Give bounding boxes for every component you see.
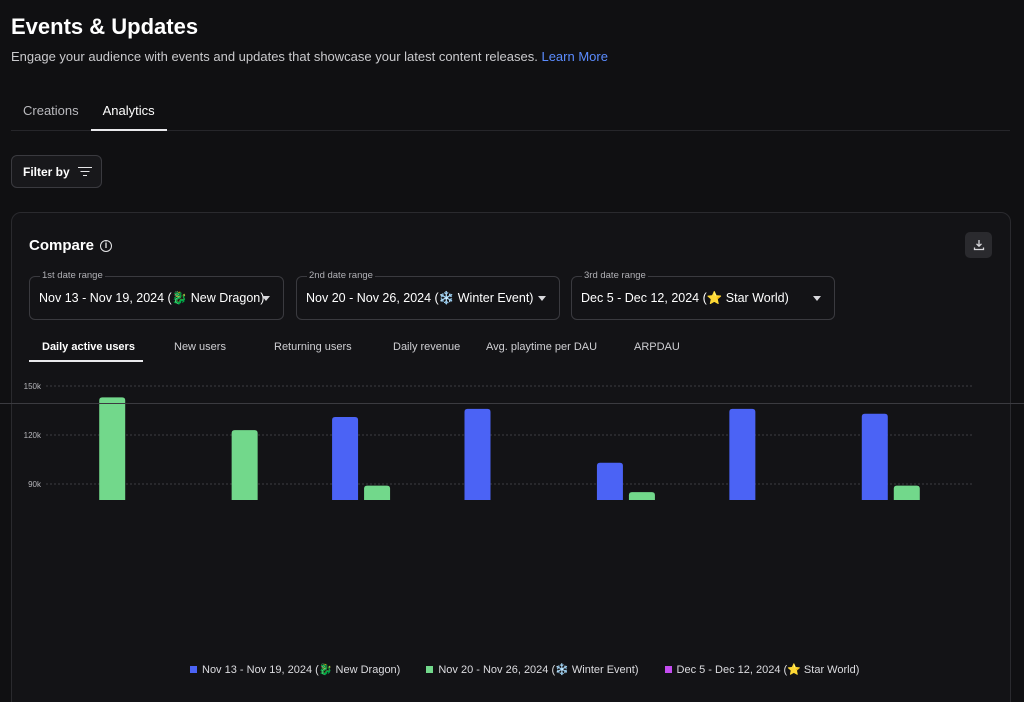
date-range-2-select[interactable]: 2nd date range Nov 20 - Nov 26, 2024 (❄️… bbox=[296, 270, 560, 320]
window-divider-line bbox=[0, 403, 1024, 404]
filter-button[interactable]: Filter by bbox=[11, 155, 102, 188]
date-range-1-value: Nov 13 - Nov 19, 2024 (🐉 New Dragon) bbox=[39, 291, 265, 305]
tab-creations[interactable]: Creations bbox=[23, 103, 79, 118]
chevron-down-icon bbox=[262, 296, 270, 301]
legend-swatch-1 bbox=[190, 666, 197, 673]
y-tick-label: 90k bbox=[28, 480, 42, 489]
y-tick-label: 150k bbox=[24, 382, 42, 391]
legend-label-1: Nov 13 - Nov 19, 2024 (🐉 New Dragon) bbox=[202, 664, 401, 676]
bar-series-1 bbox=[596, 462, 623, 500]
tab-analytics[interactable]: Analytics bbox=[90, 96, 167, 131]
bar-series-1 bbox=[729, 408, 756, 500]
metric-tab-returning-users[interactable]: Returning users bbox=[274, 341, 352, 353]
legend-item-series-2[interactable]: Nov 20 - Nov 26, 2024 (❄️ Winter Event) bbox=[426, 663, 639, 676]
date-range-1-label: 1st date range bbox=[40, 270, 105, 281]
chart-legend: Nov 13 - Nov 19, 2024 (🐉 New Dragon) Nov… bbox=[190, 663, 859, 676]
legend-label-2: Nov 20 - Nov 26, 2024 (❄️ Winter Event) bbox=[438, 664, 639, 676]
page-tabs: Creations Analytics bbox=[11, 96, 1010, 131]
date-range-2-value: Nov 20 - Nov 26, 2024 (❄️ Winter Event) bbox=[306, 291, 534, 305]
metric-tab-daily-revenue[interactable]: Daily revenue bbox=[393, 341, 461, 353]
bar-series-1 bbox=[861, 413, 888, 500]
compare-title: Compare bbox=[29, 237, 95, 254]
bar-series-2 bbox=[231, 430, 258, 500]
chevron-down-icon bbox=[813, 296, 821, 301]
bar-chart: 30k60k90k120k150kDay 1Day 2Day 3Day 4Day… bbox=[24, 382, 973, 500]
legend-swatch-2 bbox=[426, 666, 434, 673]
bar-series-2 bbox=[628, 492, 655, 500]
metric-tab-avg-playtime[interactable]: Avg. playtime per DAU bbox=[486, 341, 598, 353]
metric-tab-new-users[interactable]: New users bbox=[174, 341, 226, 353]
bar-series-2 bbox=[99, 397, 126, 500]
subtitle-text: Engage your audience with events and upd… bbox=[11, 49, 538, 64]
metric-tab-daily-active-users[interactable]: Daily active users bbox=[42, 341, 135, 353]
page-subtitle: Engage your audience with events and upd… bbox=[11, 49, 608, 64]
compare-card: Compare i 1st date range Nov 13 - Nov 19… bbox=[11, 212, 1011, 702]
info-icon[interactable]: i bbox=[100, 239, 113, 252]
bar-series-1 bbox=[464, 408, 491, 500]
date-range-2-label: 2nd date range bbox=[307, 270, 375, 281]
chevron-down-icon bbox=[538, 296, 546, 301]
legend-swatch-3 bbox=[664, 666, 672, 673]
download-button[interactable] bbox=[965, 232, 992, 258]
date-range-3-value: Dec 5 - Dec 12, 2024 (⭐ Star World) bbox=[581, 291, 789, 305]
filter-lines-icon bbox=[77, 166, 92, 177]
bar-series-2 bbox=[364, 485, 391, 500]
legend-label-3: Dec 5 - Dec 12, 2024 (⭐ Star World) bbox=[676, 664, 860, 676]
bar-series-1 bbox=[332, 417, 359, 500]
download-icon bbox=[973, 240, 984, 251]
metric-tab-arpdau[interactable]: ARPDAU bbox=[634, 341, 680, 353]
date-range-3-select[interactable]: 3rd date range Dec 5 - Dec 12, 2024 (⭐ S… bbox=[571, 270, 835, 320]
compare-header: Compare i bbox=[29, 237, 113, 254]
learn-more-link[interactable]: Learn More bbox=[541, 49, 608, 64]
date-range-3-label: 3rd date range bbox=[582, 270, 648, 281]
page-title: Events & Updates bbox=[11, 14, 199, 39]
metric-tabs: Daily active users New users Returning u… bbox=[29, 333, 729, 363]
y-tick-label: 120k bbox=[24, 431, 42, 440]
date-range-1-select[interactable]: 1st date range Nov 13 - Nov 19, 2024 (🐉 … bbox=[29, 270, 284, 320]
active-tab-indicator bbox=[29, 360, 143, 362]
legend-item-series-1[interactable]: Nov 13 - Nov 19, 2024 (🐉 New Dragon) bbox=[190, 663, 400, 676]
legend-item-series-3[interactable]: Dec 5 - Dec 12, 2024 (⭐ Star World) bbox=[664, 663, 860, 676]
filter-label: Filter by bbox=[23, 164, 70, 179]
bar-series-2 bbox=[893, 485, 920, 500]
